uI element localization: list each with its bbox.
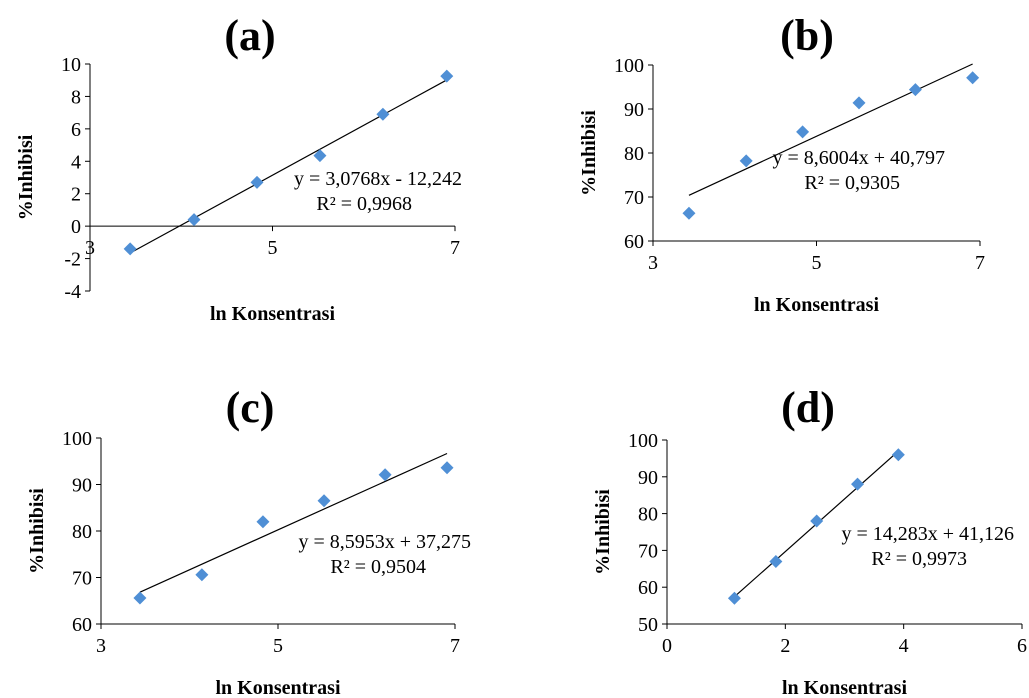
panel-a-x-tick-label: 5 <box>268 237 278 259</box>
panel-a-x-tick-label: 7 <box>450 237 460 259</box>
panel-b-data-point <box>908 83 922 97</box>
panel-b-y-tick-label: 80 <box>624 143 644 165</box>
panel-d-x-tick-label: 4 <box>899 635 909 657</box>
panel-d-y-axis-title: %Inhibisi <box>592 489 614 575</box>
panel-b-y-tick-label: 100 <box>614 55 644 77</box>
panel-c-x-tick-label: 3 <box>96 635 106 657</box>
panel-c-data-point <box>133 591 147 605</box>
panel-a-plot: -4 -2 0 2 4 6 8 10 3 5 7 y = 3,0768x - 12,242 R² = 0… <box>15 54 462 325</box>
panel-b-data-point <box>739 154 753 168</box>
panel-a-data-point <box>250 175 264 189</box>
plots-layer: -4 -2 0 2 4 6 8 10 3 5 7 y = 3,0768x - 12,242 R² = 0… <box>15 54 1027 698</box>
panel-a-data-point <box>313 149 327 163</box>
panel-a-y-tick-label: -4 <box>64 281 81 303</box>
panel-a-data-point <box>440 69 454 83</box>
panel-d-title: (d) <box>781 383 835 432</box>
panel-c-data-point <box>256 515 270 529</box>
panel-d-y-tick-label: 80 <box>638 504 658 526</box>
panel-b-y-tick-label: 90 <box>624 99 644 121</box>
panel-c-plot: 60 70 80 90 100 3 5 7 y = 8,5953x + 37,275 R² = 0… <box>26 428 471 698</box>
panel-c-y-tick-label: 100 <box>62 428 92 450</box>
panel-d-data-point <box>810 514 824 528</box>
panel-c-y-tick-label: 90 <box>72 475 92 497</box>
panel-a-x-axis-title: ln Konsentrasi <box>210 303 335 325</box>
panel-d-plot: 50 60 70 80 90 100 0 2 4 6 y = 14,283x + 41,126 R² … <box>592 430 1027 698</box>
panel-c-y-tick-label: 80 <box>72 521 92 543</box>
panel-a-y-tick-label: 10 <box>61 54 81 76</box>
panel-b-data-point <box>966 71 980 85</box>
panel-b-plot: 60 70 80 90 100 3 5 7 y = 8,6004x + 40,797 R² = 0… <box>578 55 985 316</box>
panel-a-trendline <box>129 79 448 254</box>
panel-a-data-point <box>376 107 390 121</box>
panel-a-y-tick-label: 6 <box>71 119 81 141</box>
panel-c-y-axis-title: %Inhibisi <box>26 488 48 574</box>
panel-a-data-point <box>187 213 201 227</box>
panel-b-data-point <box>796 125 810 139</box>
panel-d-y-tick-label: 70 <box>638 540 658 562</box>
panel-d-equation: y = 14,283x + 41,126 <box>841 523 1014 545</box>
panel-d-data-point <box>727 591 741 605</box>
panel-b-y-tick-label: 70 <box>624 187 644 209</box>
panel-c-x-axis-title: ln Konsentrasi <box>215 677 340 698</box>
panel-b-trendline <box>688 63 973 196</box>
panel-a-x-tick-label: 3 <box>85 237 95 259</box>
panel-d-x-tick-label: 6 <box>1017 635 1027 657</box>
panel-c-y-tick-label: 70 <box>72 568 92 590</box>
panel-b-x-tick-label: 7 <box>975 252 985 274</box>
panel-b-x-axis-title: ln Konsentrasi <box>754 294 879 316</box>
panel-d-data-point <box>851 477 865 491</box>
panel-a-y-tick-label: 0 <box>71 216 81 238</box>
panel-b-x-tick-label: 5 <box>812 252 822 274</box>
panel-a-equation: y = 3,0768x - 12,242 <box>294 168 462 190</box>
panel-d-x-axis-title: ln Konsentrasi <box>782 677 907 698</box>
panel-d-r-squared: R² = 0,9973 <box>871 548 967 570</box>
panel-d-y-tick-label: 100 <box>628 430 658 452</box>
panel-b-x-tick-label: 3 <box>648 252 658 274</box>
panel-c-data-point <box>317 494 331 508</box>
panel-c-x-tick-label: 7 <box>450 635 460 657</box>
panel-a-title: (a) <box>224 11 275 60</box>
panel-d-data-point <box>769 554 783 568</box>
panel-d-x-tick-label: 0 <box>662 635 672 657</box>
panel-c-data-point <box>440 461 454 475</box>
panel-c-x-tick-label: 5 <box>273 635 283 657</box>
panel-d-data-point <box>891 448 905 462</box>
panel-b-r-squared: R² = 0,9305 <box>804 172 900 194</box>
panel-c-title: (c) <box>226 383 275 432</box>
panel-b-y-axis-title: %Inhibisi <box>578 110 600 196</box>
panel-d: (d) <box>781 383 835 432</box>
panel-a-y-tick-label: 2 <box>71 184 81 206</box>
panel-c-r-squared: R² = 0,9504 <box>330 556 426 578</box>
panel-b-equation: y = 8,6004x + 40,797 <box>772 147 945 169</box>
panel-a-y-tick-label: -2 <box>64 249 81 271</box>
panel-a: (a) <box>224 11 275 60</box>
panel-c-trendline <box>139 452 448 593</box>
panel-c-equation: y = 8,5953x + 37,275 <box>298 531 471 553</box>
panel-a-y-axis-title: %Inhibisi <box>15 134 37 220</box>
panel-d-y-tick-label: 50 <box>638 614 658 636</box>
panel-d-y-tick-label: 60 <box>638 577 658 599</box>
panel-b-title: (b) <box>780 11 834 60</box>
panel-c-data-point <box>195 568 209 582</box>
panel-b: (b) <box>780 11 834 60</box>
panel-b-data-point <box>852 96 866 110</box>
panel-d-x-tick-label: 2 <box>780 635 790 657</box>
panel-c-data-point <box>378 468 392 482</box>
panel-c: (c) <box>226 383 275 432</box>
panel-a-y-tick-label: 8 <box>71 86 81 108</box>
panel-a-r-squared: R² = 0,9968 <box>316 193 412 215</box>
panel-b-data-point <box>682 206 696 220</box>
panel-a-y-tick-label: 4 <box>71 151 81 173</box>
panel-c-y-tick-label: 60 <box>72 614 92 636</box>
panel-b-y-tick-label: 60 <box>624 231 644 253</box>
panel-d-y-tick-label: 90 <box>638 467 658 489</box>
panel-a-data-point <box>123 242 137 256</box>
